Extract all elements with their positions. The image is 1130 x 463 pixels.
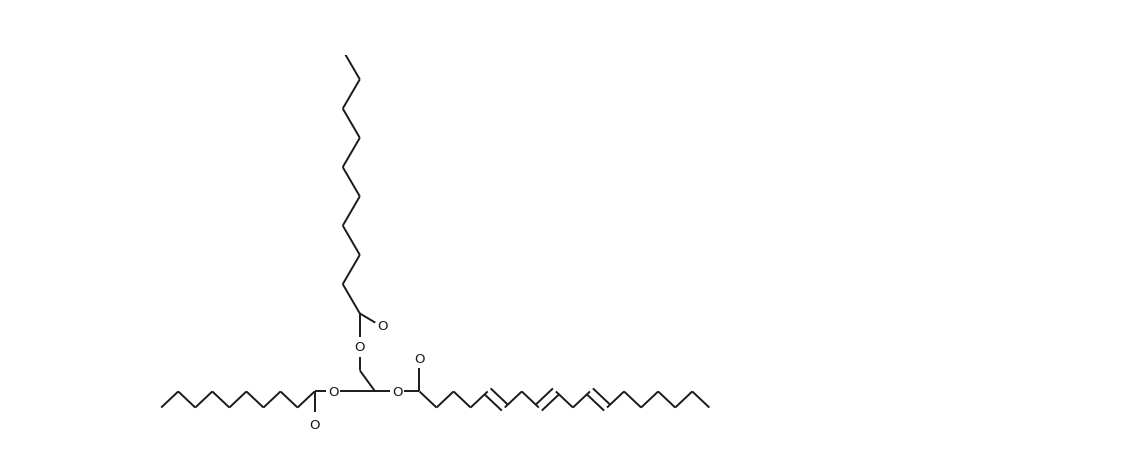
Text: O: O (328, 385, 339, 398)
Text: O: O (355, 340, 365, 353)
Text: O: O (415, 352, 425, 365)
Text: O: O (310, 418, 320, 431)
Text: O: O (392, 385, 402, 398)
Text: O: O (377, 319, 388, 332)
